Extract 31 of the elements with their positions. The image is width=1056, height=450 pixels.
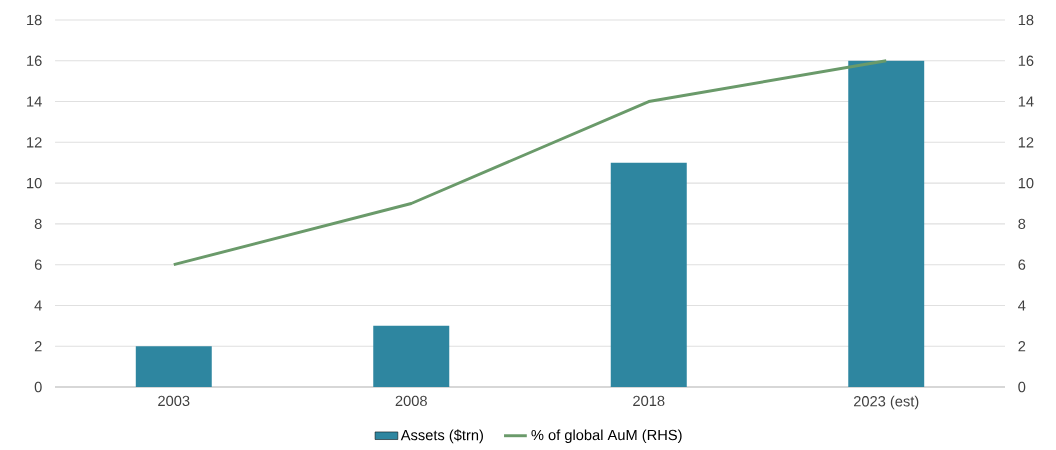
- y-tick-label: 16: [27, 55, 42, 66]
- y2-tick-label: 6: [1018, 259, 1026, 270]
- legend-label: Assets ($trn): [400, 429, 483, 444]
- y2-tick-label: 8: [1018, 218, 1026, 230]
- y2-tick-label: 16: [1018, 55, 1034, 66]
- y-tick-label: 8: [34, 218, 42, 230]
- x-tick-label: 2023 (est): [853, 395, 919, 410]
- y-tick-label: 10: [27, 177, 42, 189]
- y-tick-label: 2: [34, 341, 42, 352]
- x-tick-label: 2008: [395, 395, 427, 407]
- bar: [610, 162, 687, 387]
- y-tick-label: 18: [27, 14, 42, 26]
- x-tick-label: 2003: [158, 395, 190, 407]
- bar: [373, 325, 450, 387]
- x-tick-label: 2018: [633, 395, 665, 407]
- y-tick-label: 0: [34, 381, 42, 393]
- y2-tick-label: 0: [1018, 381, 1026, 393]
- bar: [135, 346, 212, 387]
- y2-tick-label: 10: [1018, 177, 1034, 189]
- y-tick-label: 4: [34, 300, 42, 311]
- y2-tick-label: 4: [1018, 300, 1026, 311]
- y-tick-label: 12: [27, 137, 42, 148]
- legend-label: % of global AuM (RHS): [531, 429, 682, 444]
- y2-tick-label: 14: [1018, 96, 1034, 107]
- y2-tick-label: 12: [1018, 137, 1034, 148]
- y2-tick-label: 2: [1018, 341, 1026, 352]
- line-series: [172, 59, 888, 267]
- y2-tick-label: 18: [1018, 14, 1034, 26]
- y-tick-label: 6: [34, 259, 42, 270]
- y-tick-label: 14: [27, 96, 42, 107]
- bar: [848, 60, 925, 387]
